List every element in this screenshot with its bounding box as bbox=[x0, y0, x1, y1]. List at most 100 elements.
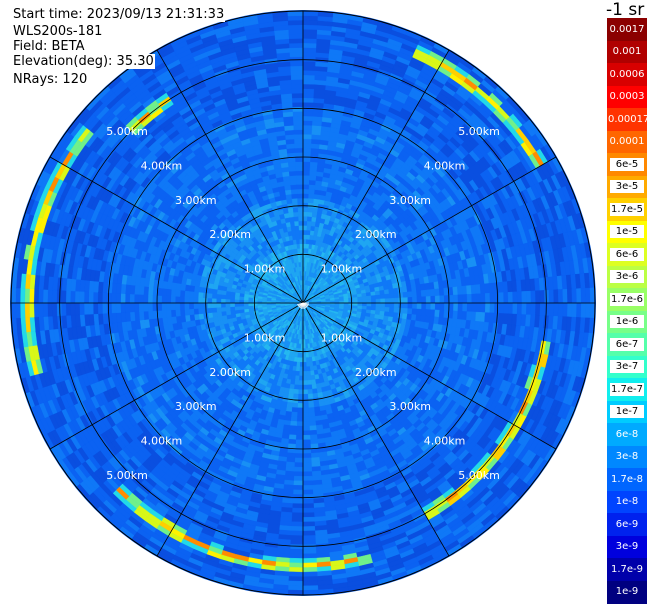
heatmap-cell bbox=[548, 289, 555, 304]
heatmap-cell bbox=[379, 306, 386, 312]
heatmap-cell bbox=[302, 161, 311, 167]
heatmap-cell bbox=[438, 287, 445, 297]
heatmap-cell bbox=[453, 294, 459, 304]
heatmap-cell bbox=[462, 302, 468, 312]
heatmap-cell bbox=[429, 288, 436, 297]
heatmap-cell bbox=[295, 370, 300, 377]
heatmap-cell bbox=[516, 302, 523, 315]
heatmap-cell bbox=[480, 302, 486, 313]
heatmap-cell bbox=[298, 384, 304, 390]
heatmap-cell bbox=[375, 306, 381, 312]
heatmap-cell bbox=[471, 293, 477, 304]
heatmap-cell bbox=[294, 462, 304, 468]
heatmap-cell bbox=[411, 290, 418, 298]
heatmap-cell bbox=[302, 466, 313, 473]
heatmap-cell bbox=[557, 289, 564, 304]
heatmap-cell bbox=[412, 296, 418, 304]
heatmap-cell bbox=[384, 298, 390, 304]
heatmap-cell bbox=[302, 138, 312, 144]
heatmap-cell bbox=[302, 243, 307, 249]
heatmap-cell bbox=[302, 106, 314, 112]
heatmap-cell bbox=[302, 124, 313, 131]
heatmap-cell bbox=[296, 425, 304, 432]
heatmap-cell bbox=[402, 302, 409, 309]
heatmap-cell bbox=[302, 416, 310, 422]
heatmap-cell bbox=[310, 452, 320, 459]
heatmap-cell bbox=[289, 425, 297, 431]
heatmap-cell bbox=[295, 443, 304, 450]
heatmap-cell bbox=[307, 388, 313, 395]
heatmap-cell bbox=[398, 292, 404, 299]
heatmap-cell bbox=[308, 188, 316, 195]
heatmap-cell bbox=[290, 535, 304, 541]
heatmap-cell bbox=[302, 380, 308, 386]
heatmap-cell bbox=[407, 308, 413, 315]
heatmap-cell bbox=[295, 434, 304, 441]
heatmap-cell bbox=[421, 296, 427, 304]
heatmap-cell bbox=[430, 295, 436, 304]
heatmap-cell bbox=[374, 290, 381, 296]
heatmap-cell bbox=[348, 297, 354, 301]
heatmap-cell bbox=[292, 398, 299, 404]
heatmap-cell bbox=[310, 374, 316, 381]
heatmap-cell bbox=[302, 580, 319, 587]
heatmap-cell bbox=[388, 293, 395, 299]
heatmap-cell bbox=[420, 289, 427, 298]
heatmap-cell bbox=[302, 111, 314, 117]
heatmap-cell bbox=[309, 434, 318, 440]
heatmap-cell bbox=[308, 402, 315, 409]
heatmap-cell bbox=[288, 429, 297, 436]
heatmap-cell bbox=[302, 206, 309, 213]
heatmap-cell bbox=[498, 302, 505, 314]
heatmap-cell bbox=[366, 295, 372, 300]
heatmap-cell bbox=[393, 292, 399, 299]
heatmap-cell bbox=[294, 375, 300, 381]
heatmap-cell bbox=[299, 366, 304, 372]
heatmap-cell bbox=[302, 175, 310, 181]
heatmap-cell bbox=[357, 296, 363, 301]
heatmap-cell bbox=[295, 439, 304, 445]
heatmap-cell bbox=[302, 102, 314, 108]
heatmap-cell bbox=[293, 475, 304, 482]
heatmap-cell bbox=[302, 143, 312, 149]
heatmap-cell bbox=[580, 287, 587, 304]
heatmap-cell bbox=[416, 308, 422, 316]
heatmap-cell bbox=[296, 412, 304, 418]
heatmap-cell bbox=[379, 289, 385, 296]
heatmap-cell bbox=[302, 129, 313, 135]
heatmap-cell bbox=[466, 302, 473, 313]
heatmap-cell bbox=[352, 299, 359, 304]
heatmap-cell bbox=[302, 193, 309, 199]
heatmap-cell bbox=[302, 434, 311, 441]
heatmap-cell bbox=[306, 375, 312, 381]
heatmap-cell bbox=[498, 292, 505, 304]
heatmap-cell bbox=[299, 357, 304, 363]
heatmap-cell bbox=[310, 147, 320, 154]
heatmap-cell bbox=[494, 292, 500, 304]
heatmap-cell bbox=[290, 530, 304, 536]
heatmap-cell bbox=[302, 211, 309, 217]
heatmap-cell bbox=[475, 284, 481, 295]
heatmap-cell bbox=[309, 166, 318, 172]
heatmap-cell bbox=[585, 287, 591, 304]
heatmap-cell bbox=[309, 429, 318, 436]
heatmap-cell bbox=[290, 416, 298, 422]
heatmap-cell bbox=[309, 370, 315, 376]
heatmap-cell bbox=[406, 313, 413, 321]
heatmap-cell bbox=[357, 302, 363, 307]
heatmap-cell bbox=[302, 60, 316, 67]
heatmap-cell bbox=[302, 220, 308, 226]
heatmap-cell bbox=[296, 421, 304, 427]
heatmap-cell bbox=[297, 389, 304, 395]
heatmap-cell bbox=[302, 88, 315, 94]
heatmap-cell bbox=[302, 170, 311, 176]
heatmap-cell bbox=[308, 407, 315, 413]
heatmap-cell bbox=[302, 24, 318, 30]
heatmap-cell bbox=[291, 507, 304, 514]
heatmap-cell bbox=[393, 297, 400, 304]
heatmap-cell bbox=[462, 294, 468, 304]
heatmap-cell bbox=[302, 567, 318, 573]
heatmap-cell bbox=[292, 393, 299, 399]
heatmap-cell bbox=[371, 298, 377, 304]
heatmap-cell bbox=[302, 120, 313, 126]
